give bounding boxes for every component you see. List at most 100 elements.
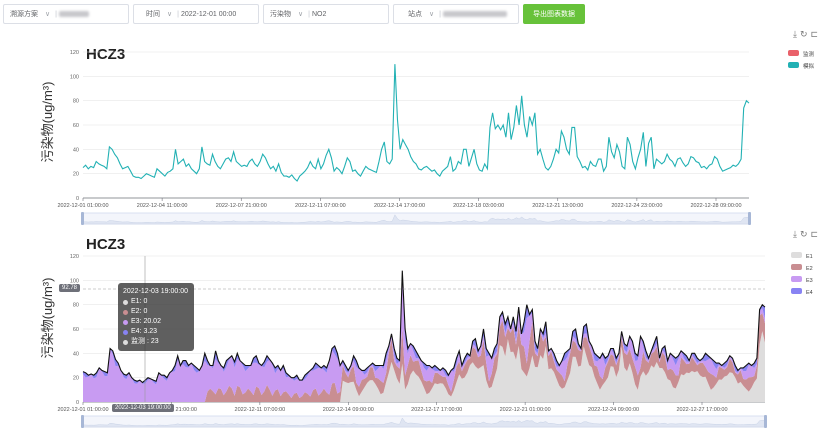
legend-monitor-label[interactable]: 监测 [803, 50, 815, 58]
x-axis-pointer-label: 2022-12-03 19:00:00 [112, 404, 174, 412]
bot-x-tick-label: 2022-12-21 01:00:00 [500, 407, 551, 413]
tooltip-e3-text: E3: 20.02 [131, 318, 161, 325]
tooltip-row-e1: E1: 0 [123, 297, 189, 307]
legend-simulate-label[interactable]: 模拟 [803, 62, 815, 70]
simulate-series-line [82, 64, 750, 182]
station-label: 站点 [408, 11, 422, 18]
chart-tools-top: ⤓↻⊏ [793, 29, 821, 40]
top-y-tick-label: 80 [73, 99, 79, 105]
restore-icon[interactable]: ↻ [799, 29, 811, 39]
tooltip-row-e4: E4: 3.23 [123, 327, 189, 337]
y-axis-pointer-label: 92.78 [59, 284, 81, 292]
bot-y-tick-label: 100 [70, 278, 79, 284]
bot-y-tick-label: 20 [73, 376, 79, 382]
top-y-axis-label: 污染物(ug/m³) [40, 82, 55, 163]
legend-simulate-swatch[interactable] [788, 62, 799, 68]
legend-e3-swatch[interactable] [791, 276, 802, 282]
tooltip-monitor-text: 监测 : 23 [131, 338, 159, 345]
bot-x-tick-label: 2022-12-24 09:00:00 [588, 407, 639, 413]
top-y-tick-label: 120 [70, 50, 79, 56]
divider: | [177, 10, 179, 18]
legend-e1-swatch[interactable] [791, 252, 802, 258]
divider: | [308, 10, 310, 18]
divider: | [439, 10, 441, 18]
bot-x-tick-label: 2022-12-11 07:00:00 [235, 407, 286, 413]
data-view-icon[interactable]: ⊏ [810, 29, 822, 39]
top-x-tick-label: 2022-12-01 01:00:00 [57, 203, 108, 209]
bot-x-tick-label: 2022-12-14 09:00:00 [323, 407, 374, 413]
legend-e4-label[interactable]: E4 [806, 290, 813, 296]
tooltip-row-monitor: 监测 : 23 [123, 337, 189, 347]
tooltip-e1-text: E1: 0 [131, 298, 148, 305]
pollutant-label: 污染物 [270, 11, 291, 18]
top-x-tick-label: 2022-12-14 17:00:00 [374, 203, 425, 209]
legend-e2-swatch[interactable] [791, 264, 802, 270]
area-e1 [83, 331, 765, 402]
top-y-tick-label: 40 [73, 147, 79, 153]
bot-y-tick-label: 0 [76, 400, 79, 406]
bot-x-tick-label: 2022-12-17 17:00:00 [411, 407, 462, 413]
bottom-zoom-handle-right[interactable] [764, 415, 767, 428]
time-picker[interactable]: 时间 ∨ | 2022-12-01 00:00 [133, 4, 259, 24]
chevron-down-icon: ∨ [429, 11, 435, 18]
top-y-ticks: 0 20 40 60 80 100 120 [70, 50, 79, 202]
top-x-tick-label: 2022-12-04 11:00:00 [137, 203, 188, 209]
scheme-label: 溯源方案 [10, 11, 38, 18]
legend-e4-swatch[interactable] [791, 288, 802, 294]
time-label: 时间 [146, 11, 160, 18]
area-e2 [83, 313, 765, 402]
chart-tools-bottom: ⤓↻⊏ [793, 229, 821, 240]
legend-e3-label[interactable]: E3 [806, 278, 813, 284]
data-view-icon[interactable]: ⊏ [810, 229, 822, 239]
bot-y-tick-label: 60 [73, 327, 79, 333]
legend-e1-label[interactable]: E1 [806, 254, 813, 260]
bottom-chart-title: HCZ3 [86, 236, 125, 253]
bottom-y-axis-label: 污染物(ug/m³) [40, 278, 55, 359]
tooltip-e2-text: E2: 0 [131, 308, 148, 315]
scheme-select[interactable]: 溯源方案 ∨ | [3, 4, 129, 24]
bottom-zoom-handle-left[interactable] [81, 415, 84, 428]
top-y-tick-label: 100 [70, 74, 79, 80]
top-y-tick-label: 60 [73, 123, 79, 129]
area-e3 [83, 276, 765, 402]
e3-dot-icon [123, 319, 128, 325]
chart-tooltip: 2022-12-03 19:00:00 E1: 0 E2: 0 E3: 20.0… [118, 283, 194, 351]
download-icon[interactable]: ⤓ [793, 229, 800, 239]
station-select[interactable]: 站点 ∨ | [393, 4, 519, 24]
tooltip-time: 2022-12-03 19:00:00 [123, 288, 188, 295]
tooltip-e4-text: E4: 3.23 [131, 328, 158, 335]
top-zoom-handle-left[interactable] [81, 212, 84, 225]
area-e4 [83, 270, 765, 385]
time-value: 2022-12-01 00:00 [180, 10, 237, 18]
chevron-down-icon: ∨ [167, 11, 173, 18]
download-icon[interactable]: ⤓ [793, 29, 800, 39]
top-line-chart: HCZ3 污染物(ug/m³) 0 20 40 60 80 100 120 2022-12-… [40, 46, 815, 225]
tooltip-row-e3: E3: 20.02 [123, 317, 189, 327]
monitor-dot-icon [123, 339, 128, 345]
legend-e2-label[interactable]: E2 [806, 266, 813, 272]
legend-monitor-swatch[interactable] [788, 50, 799, 56]
e1-dot-icon [123, 299, 128, 305]
bottom-zoom-preview [82, 417, 766, 428]
top-x-tick-label: 2022-12-18 03:00:00 [453, 203, 504, 209]
bottom-stacked-areas [83, 270, 765, 402]
e2-dot-icon [123, 309, 128, 315]
bottom-legend: E1 E2 E3 E4 [791, 252, 813, 296]
top-grid [83, 51, 749, 199]
restore-icon[interactable]: ↻ [799, 229, 811, 239]
filter-toolbar: 溯源方案 ∨ | 时间 ∨ | 2022-12-01 00:00 污染物 ∨ |… [0, 0, 829, 28]
top-x-tick-label: 2022-12-07 21:00:00 [216, 203, 267, 209]
top-x-tick-label: 2022-12-21 13:00:00 [532, 203, 583, 209]
top-x-tick-label: 2022-12-24 23:00:00 [611, 203, 662, 209]
bottom-y-ticks: 0 20 40 60 80 100 120 [70, 254, 79, 406]
top-zoom-handle-right[interactable] [748, 212, 751, 225]
export-chart-data-button[interactable]: 导出图表数据 [523, 4, 585, 24]
pollutant-value: NO2 [311, 10, 327, 18]
redacted-value [442, 11, 507, 17]
top-chart-title: HCZ3 [86, 46, 125, 63]
pollutant-select[interactable]: 污染物 ∨ | NO2 [263, 4, 389, 24]
top-y-tick-label: 20 [73, 172, 79, 178]
redacted-value [58, 11, 89, 17]
monitor-series-line [82, 270, 766, 384]
